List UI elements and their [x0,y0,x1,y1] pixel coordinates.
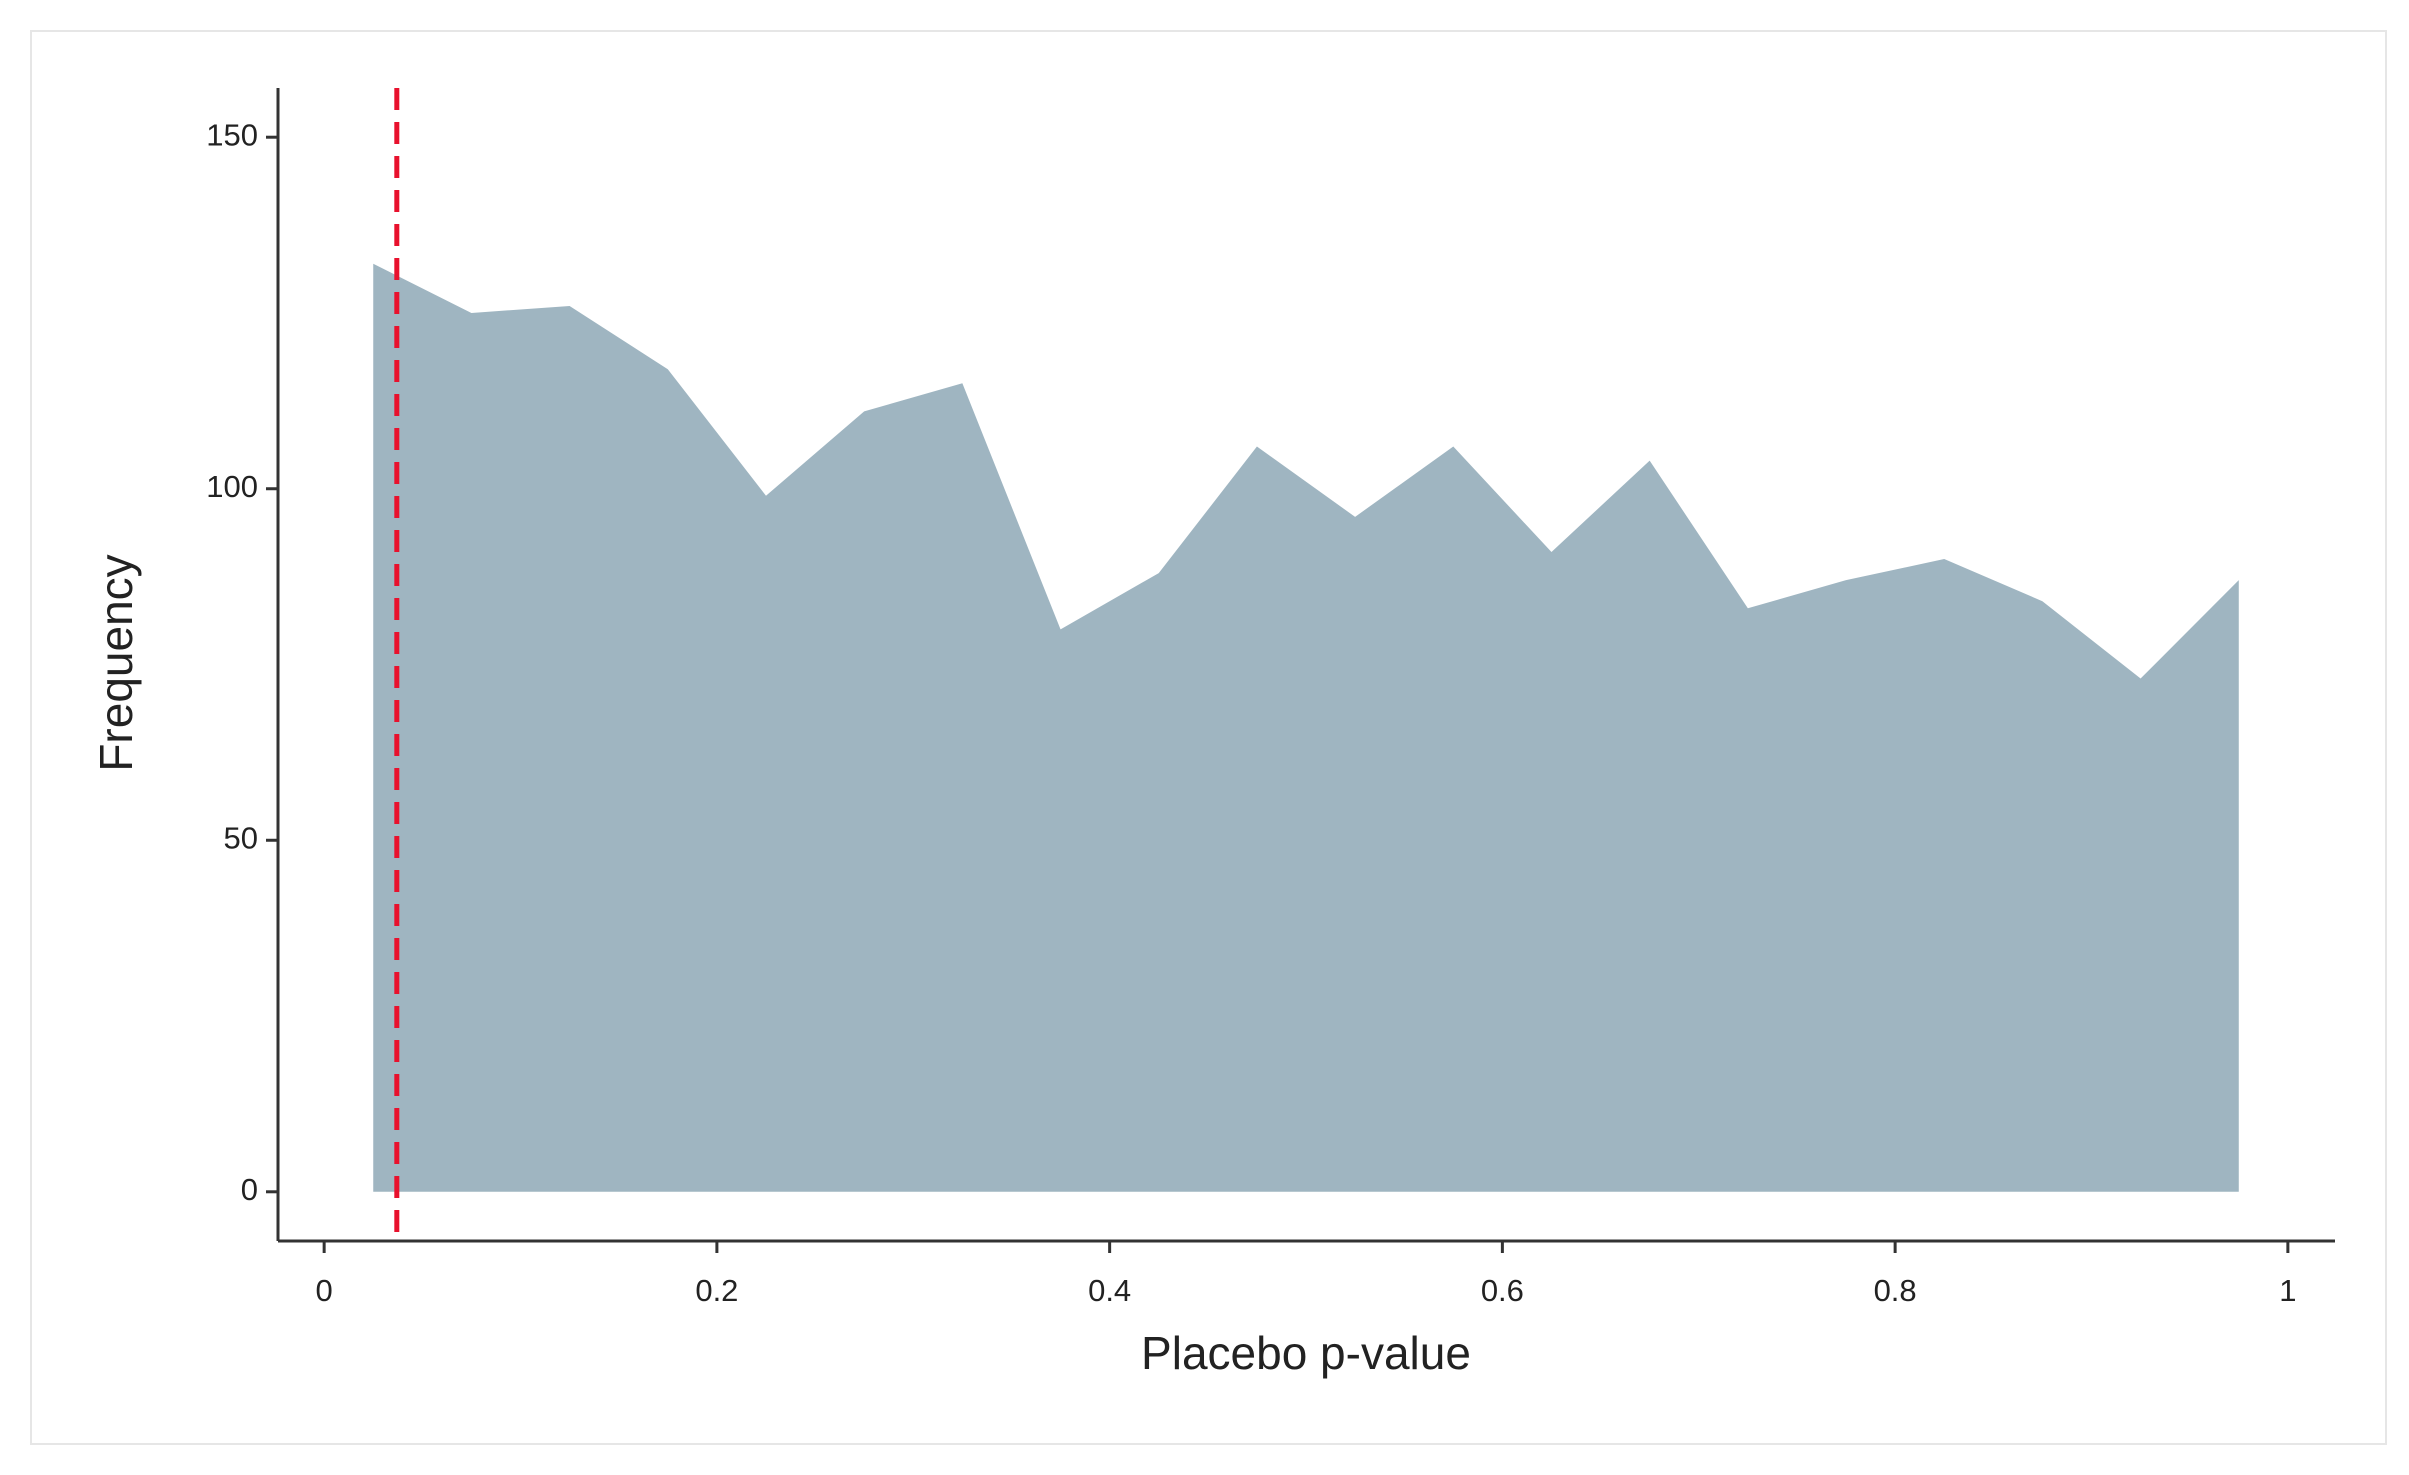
x-tick-label: 0.4 [1088,1273,1131,1308]
y-axis-title: Frequency [90,554,142,771]
y-tick-label: 100 [206,469,258,504]
y-tick-label: 150 [206,117,258,152]
x-axis-title: Placebo p-value [1141,1327,1471,1379]
area [373,263,2239,1192]
x-tick-label: 0.8 [1874,1273,1917,1308]
x-tick-label: 0 [316,1273,333,1308]
y-tick-label: 0 [241,1172,258,1207]
x-tick-label: 0.6 [1481,1273,1524,1308]
y-tick-label: 50 [224,820,258,855]
x-tick-label: 0.2 [695,1273,738,1308]
x-tick-label: 1 [2279,1273,2296,1308]
